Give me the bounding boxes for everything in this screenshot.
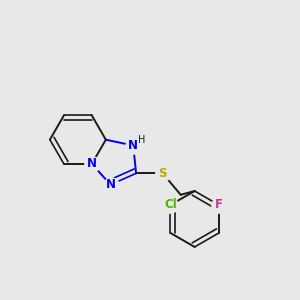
Text: H: H (138, 135, 145, 145)
Text: N: N (87, 158, 97, 170)
Text: Cl: Cl (164, 199, 177, 212)
Text: N: N (106, 178, 116, 191)
Text: S: S (158, 167, 167, 180)
Text: F: F (215, 199, 223, 212)
Text: N: N (128, 139, 138, 152)
